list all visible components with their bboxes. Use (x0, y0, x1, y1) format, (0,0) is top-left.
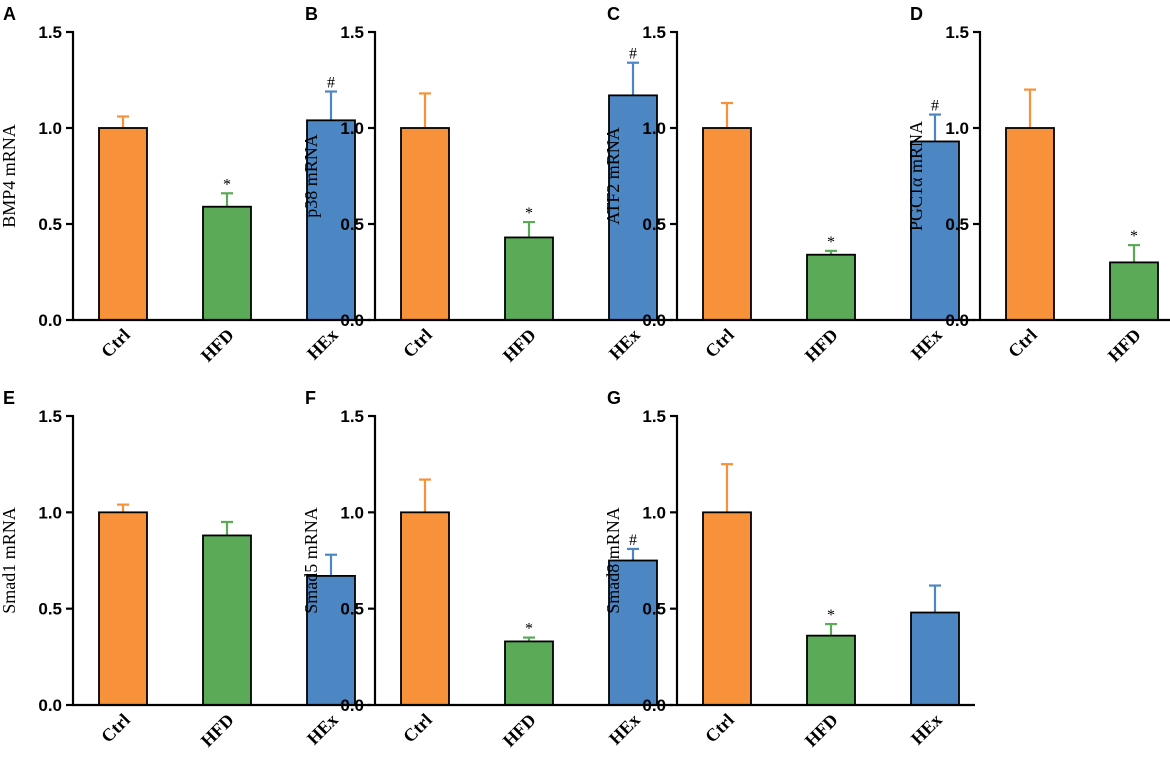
bar-hfd (202, 534, 252, 706)
y-tick-label: 1.5 (340, 407, 364, 426)
bar-ctrl (702, 127, 752, 321)
bar-hfd (806, 634, 856, 706)
x-tick-label: HEx (303, 710, 342, 749)
x-tick-label: HFD (801, 710, 842, 751)
bar-ctrl (98, 511, 148, 706)
significance-marker: # (629, 46, 637, 63)
y-tick-label: 1.5 (945, 23, 969, 42)
significance-marker: * (223, 176, 231, 193)
chart-panel-f: F Smad5 mRNA 0.0 0.5 1.0 1.5 Ctrl * HFD # HEx (301, 388, 673, 751)
significance-marker: * (827, 234, 835, 251)
y-tick-label: 1.5 (38, 23, 62, 42)
y-axis-title: Smad8 mRNA (603, 507, 623, 614)
significance-marker: * (827, 607, 835, 624)
y-tick-label: 1.5 (642, 407, 666, 426)
bar-hex (306, 575, 356, 706)
y-tick-label: 1.0 (642, 503, 666, 522)
bar-ctrl (98, 127, 148, 321)
bar-hfd (504, 640, 554, 706)
panel-letter: C (607, 4, 620, 24)
y-tick-label: 1.0 (642, 119, 666, 138)
chart-panel-d: D PGC1α mRNA 0.0 0.5 1.0 1.5 Ctrl * HFD # HEx (906, 4, 1170, 366)
panel-letter: G (607, 388, 621, 408)
y-axis-title: p38 mRNA (301, 134, 321, 218)
y-tick-label: 0.0 (340, 696, 364, 715)
y-tick-label: 1.0 (945, 119, 969, 138)
bar-hex (306, 119, 356, 321)
bar-ctrl (702, 511, 752, 706)
y-tick-label: 0.0 (38, 311, 62, 330)
y-tick-label: 0.0 (945, 311, 969, 330)
y-tick-label: 0.5 (38, 600, 62, 619)
x-tick-label: HEx (907, 710, 946, 749)
bar-hfd (806, 253, 856, 321)
y-tick-label: 0.5 (340, 600, 364, 619)
y-tick-label: 1.0 (340, 503, 364, 522)
y-tick-label: 0.5 (642, 215, 666, 234)
y-axis-title: PGC1α mRNA (906, 121, 926, 231)
significance-marker: * (1130, 228, 1138, 245)
y-tick-label: 0.5 (38, 215, 62, 234)
significance-marker: * (525, 205, 533, 222)
y-tick-label: 1.0 (340, 119, 364, 138)
y-tick-label: 0.0 (642, 311, 666, 330)
bar-hex (608, 94, 658, 321)
x-tick-label: HFD (499, 710, 540, 751)
x-tick-label: Ctrl (399, 710, 436, 747)
bar-ctrl (400, 511, 450, 706)
significance-marker: * (525, 621, 533, 638)
y-tick-label: 0.5 (340, 215, 364, 234)
x-tick-label: HFD (801, 325, 842, 366)
x-tick-label: HFD (1104, 325, 1145, 366)
significance-marker: # (629, 532, 637, 549)
x-tick-label: Ctrl (1004, 325, 1041, 362)
panel-letter: A (3, 4, 16, 24)
x-tick-label: HEx (303, 325, 342, 364)
significance-marker: # (931, 98, 939, 115)
bar-hex (910, 611, 960, 706)
bar-hfd (1109, 261, 1159, 321)
panel-letter: B (305, 4, 318, 24)
bar-hex (910, 140, 960, 321)
y-axis-title: ATF2 mRNA (603, 127, 623, 225)
bar-hfd (202, 205, 252, 321)
x-tick-label: Ctrl (97, 710, 134, 747)
y-tick-label: 1.5 (642, 23, 666, 42)
chart-panel-a: A BMP4 mRNA 0.0 0.5 1.0 1.5 Ctrl * HFD # HEx (0, 4, 371, 366)
x-tick-label: Ctrl (399, 325, 436, 362)
y-tick-label: 0.0 (340, 311, 364, 330)
x-tick-label: Ctrl (97, 325, 134, 362)
bar-hfd (504, 236, 554, 321)
x-tick-label: Ctrl (701, 710, 738, 747)
bar-ctrl (1005, 127, 1055, 321)
y-tick-label: 0.5 (945, 215, 969, 234)
y-tick-label: 1.5 (340, 23, 364, 42)
panel-letter: D (910, 4, 923, 24)
y-axis-title: Smad5 mRNA (301, 507, 321, 614)
y-tick-label: 1.5 (38, 407, 62, 426)
x-tick-label: HFD (499, 325, 540, 366)
panel-letter: F (305, 388, 316, 408)
chart-panel-e: E Smad1 mRNA 0.0 0.5 1.0 1.5 Ctrl HFD HEx (0, 388, 371, 751)
y-tick-label: 1.0 (38, 119, 62, 138)
y-axis-title: BMP4 mRNA (0, 124, 19, 228)
x-tick-label: HFD (197, 710, 238, 751)
x-tick-label: HEx (605, 710, 644, 749)
y-tick-label: 0.0 (38, 696, 62, 715)
y-tick-label: 0.5 (642, 600, 666, 619)
x-tick-label: HFD (197, 325, 238, 366)
bar-hex (608, 559, 658, 706)
y-tick-label: 1.0 (38, 503, 62, 522)
x-tick-label: HEx (907, 325, 946, 364)
y-axis-title: Smad1 mRNA (0, 507, 19, 614)
bar-ctrl (400, 127, 450, 321)
x-tick-label: Ctrl (701, 325, 738, 362)
x-tick-label: HEx (605, 325, 644, 364)
chart-panel-g: G Smad8 mRNA 0.0 0.5 1.0 1.5 Ctrl * HFD HEx (603, 388, 975, 751)
significance-marker: # (327, 75, 335, 92)
y-tick-label: 0.0 (642, 696, 666, 715)
panel-letter: E (3, 388, 15, 408)
